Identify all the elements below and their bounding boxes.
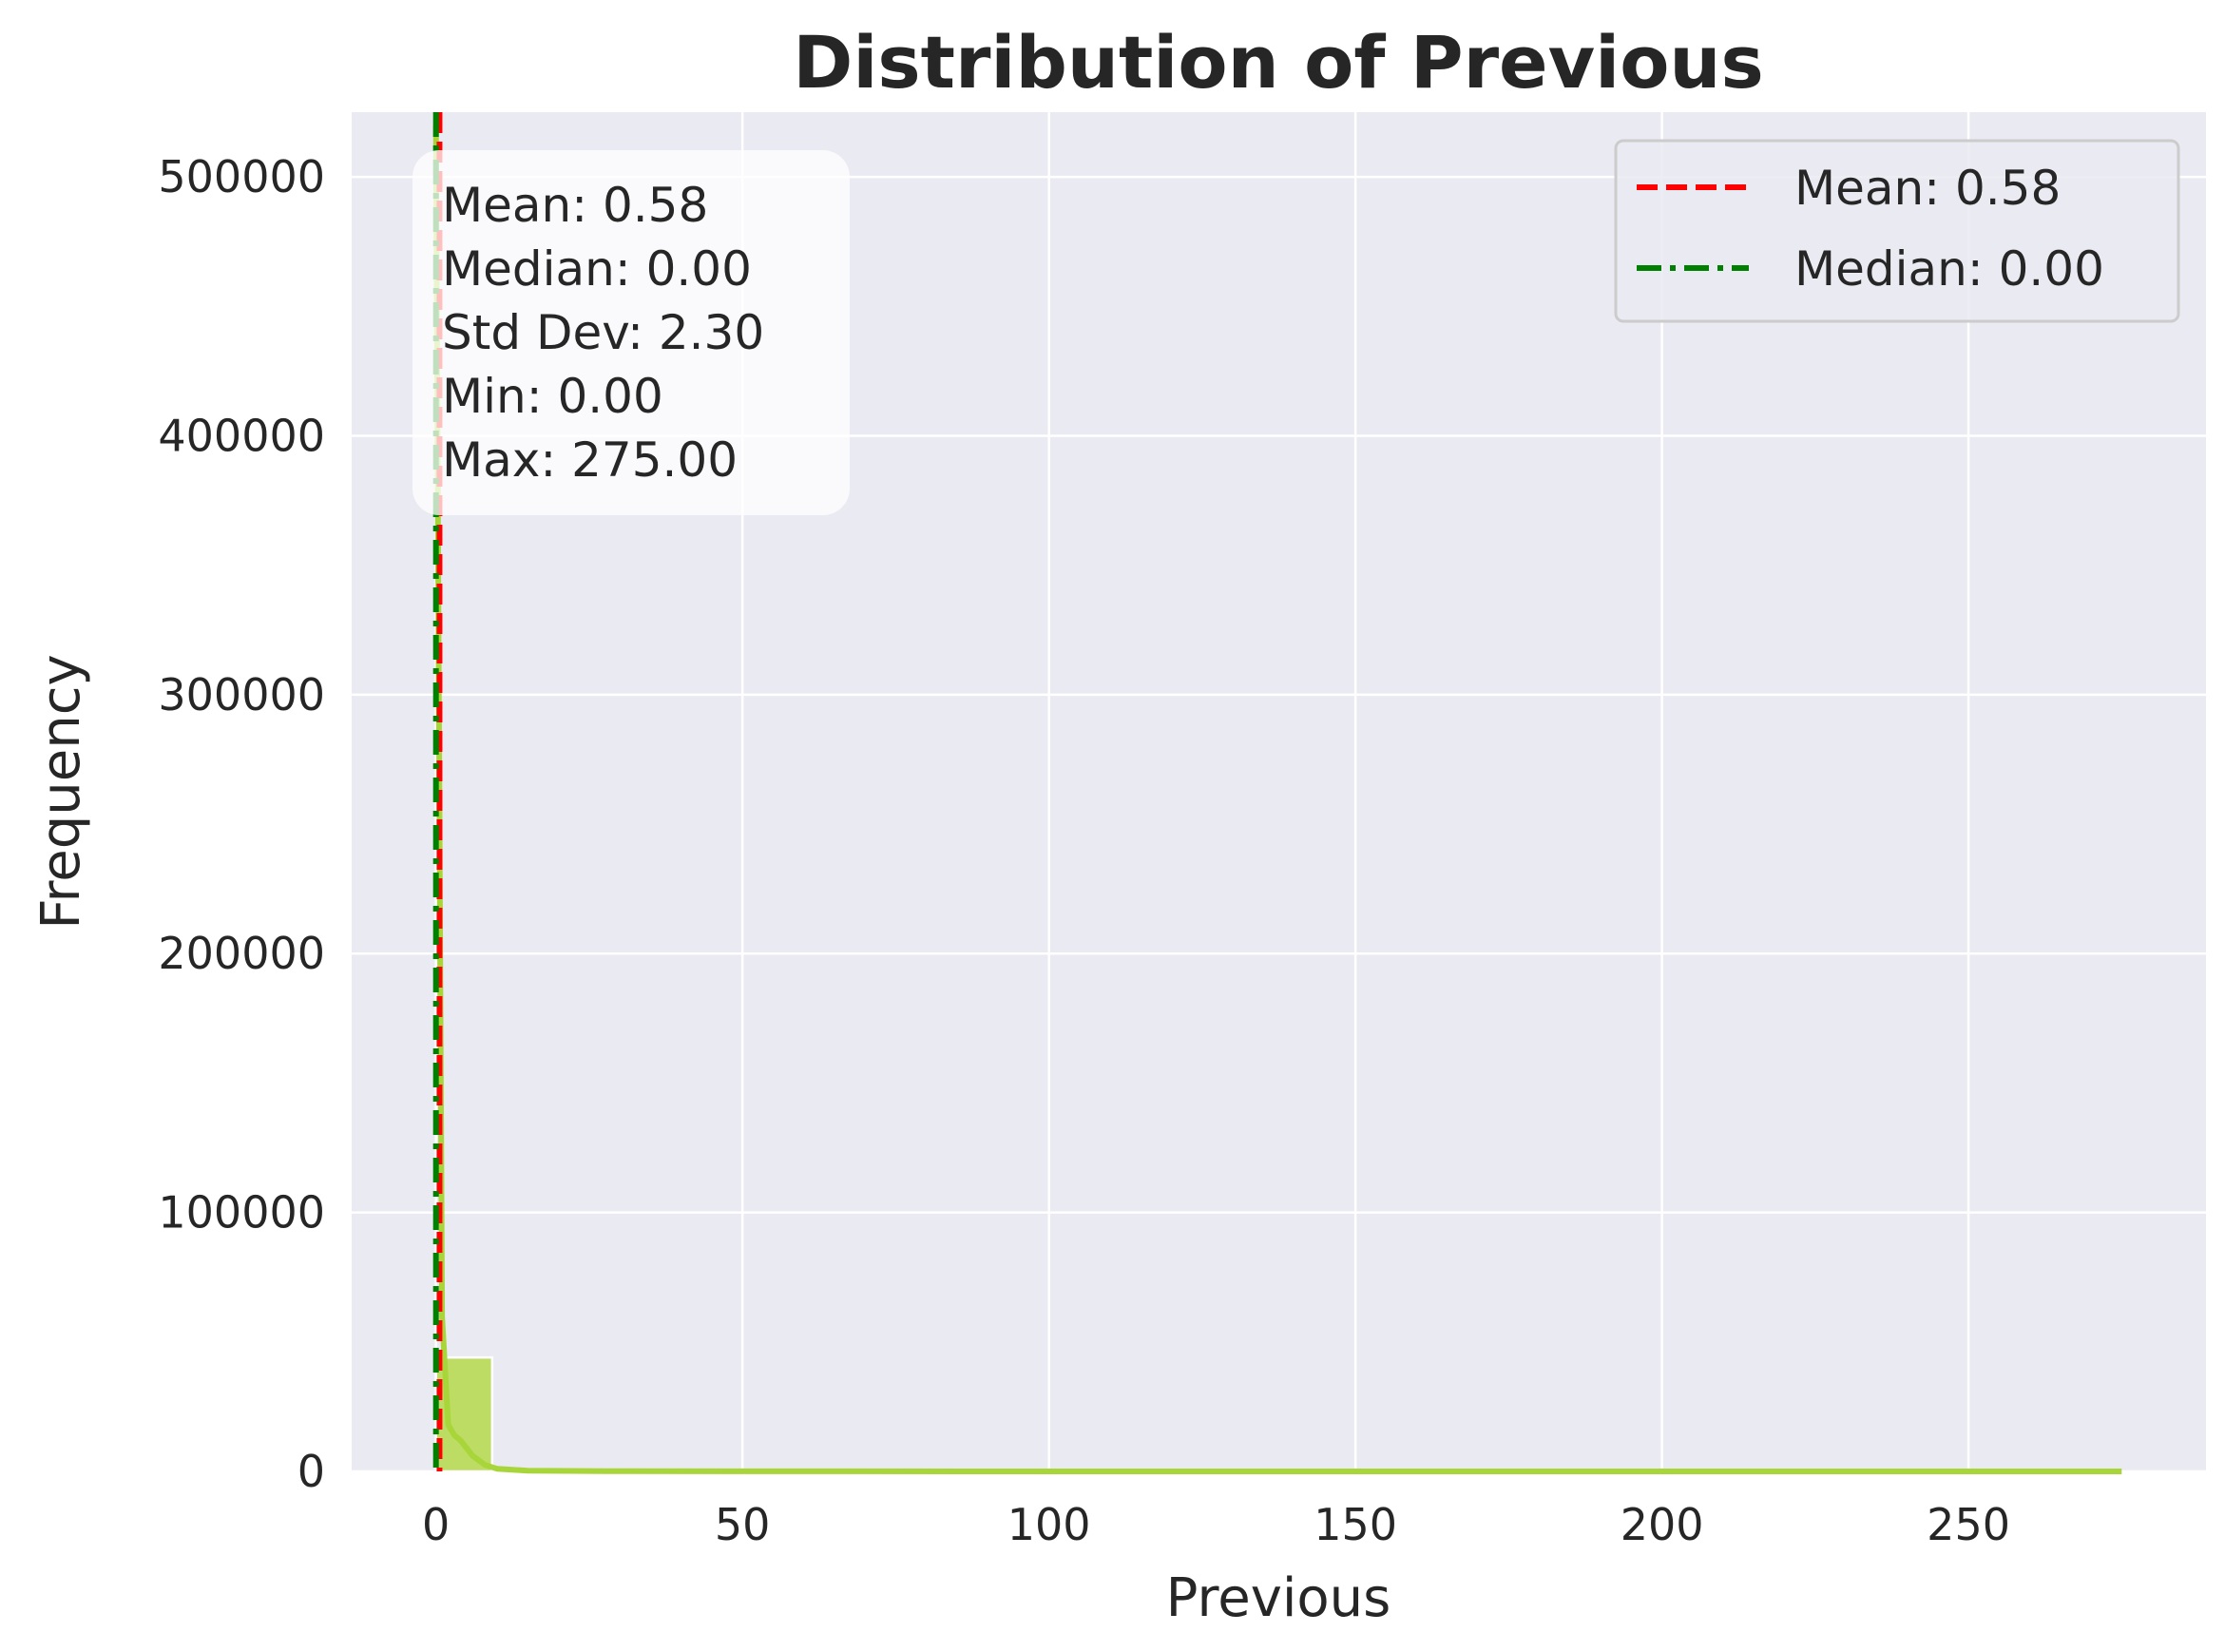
stats-line-median: Median: 0.00 <box>442 241 752 297</box>
grid-lines <box>352 112 2206 1473</box>
legend-label-median: Median: 0.00 <box>1794 241 2104 297</box>
kde-curve-layer <box>432 125 2122 1474</box>
x-tick-label: 0 <box>422 1499 450 1550</box>
legend-label-mean: Mean: 0.58 <box>1794 161 2061 216</box>
stats-line-mean: Mean: 0.58 <box>442 178 708 233</box>
x-axis-title: Previous <box>1166 1567 1391 1629</box>
x-tick-label: 200 <box>1621 1499 1704 1550</box>
x-tick-labels: 0 50 100 150 200 250 <box>422 1499 2010 1550</box>
stats-line-std: Std Dev: 2.30 <box>442 305 764 360</box>
y-tick-labels: 0 100000 200000 300000 400000 500000 <box>158 151 325 1497</box>
y-tick-label: 200000 <box>158 928 325 979</box>
stats-box: Mean: 0.58 Median: 0.00 Std Dev: 2.30 Mi… <box>412 150 850 515</box>
y-axis-title: Frequency <box>30 654 92 929</box>
y-tick-label: 0 <box>297 1446 325 1497</box>
x-tick-label: 50 <box>715 1499 771 1550</box>
y-tick-label: 300000 <box>158 669 325 720</box>
x-tick-label: 250 <box>1927 1499 2010 1550</box>
x-tick-label: 150 <box>1314 1499 1397 1550</box>
y-tick-label: 100000 <box>158 1187 325 1239</box>
chart-title: Distribution of Previous <box>793 20 1764 105</box>
y-tick-label: 400000 <box>158 410 325 461</box>
stats-line-min: Min: 0.00 <box>442 369 663 424</box>
stats-box-background <box>412 150 850 515</box>
stats-line-max: Max: 275.00 <box>442 432 738 488</box>
kde-curve <box>432 125 2122 1474</box>
legend-frame <box>1614 139 2180 323</box>
legend: Mean: 0.58 Median: 0.00 <box>1614 139 2180 323</box>
y-tick-label: 500000 <box>158 151 325 202</box>
x-tick-label: 100 <box>1007 1499 1091 1550</box>
